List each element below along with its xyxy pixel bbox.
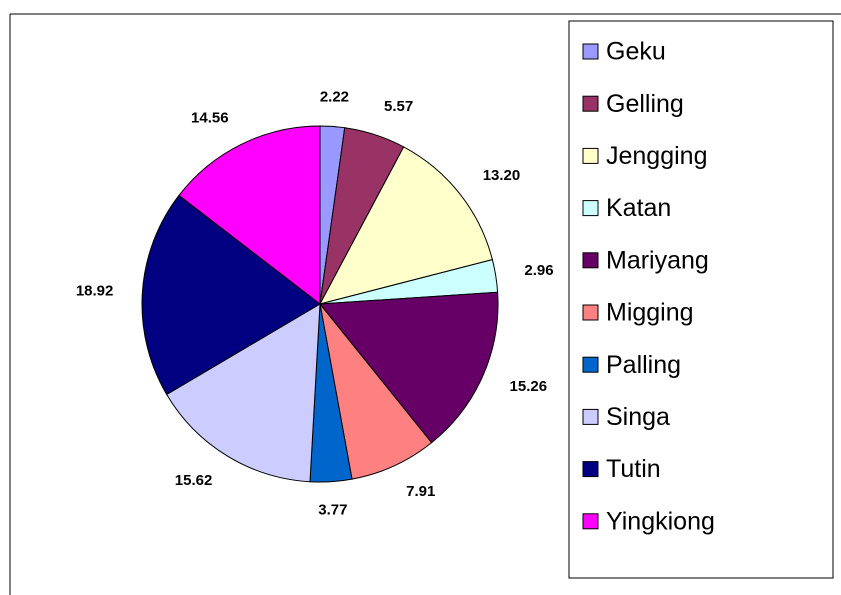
legend-label: Gelling xyxy=(606,90,684,118)
legend-label: Geku xyxy=(606,38,666,66)
data-label: 15.26 xyxy=(510,378,548,395)
pie-slice xyxy=(319,291,499,444)
legend-swatch xyxy=(582,95,599,112)
data-label: 2.96 xyxy=(524,262,553,279)
pie-slice xyxy=(319,146,493,305)
legend-swatch xyxy=(582,252,599,269)
legend-label: Tutin xyxy=(606,455,661,483)
legend-swatch xyxy=(582,200,599,217)
legend-label: Katan xyxy=(606,194,671,222)
data-label: 13.20 xyxy=(483,167,521,184)
data-label: 7.91 xyxy=(406,483,435,500)
legend-swatch xyxy=(582,43,599,60)
legend-box xyxy=(568,20,834,579)
pie-slice xyxy=(166,303,321,483)
legend-label: Yingkiong xyxy=(606,507,715,535)
data-label: 5.57 xyxy=(384,98,413,115)
legend-label: Palling xyxy=(606,351,681,379)
legend-label: Mariyang xyxy=(606,246,709,274)
data-label: 18.92 xyxy=(76,282,114,299)
data-label: 15.62 xyxy=(175,472,213,489)
data-label: 2.22 xyxy=(320,88,349,105)
legend-swatch xyxy=(582,147,599,164)
pie-slice xyxy=(141,194,321,396)
legend-swatch xyxy=(582,513,599,530)
legend-label: Jengging xyxy=(606,142,707,170)
legend-swatch xyxy=(582,461,599,478)
legend-swatch xyxy=(582,356,599,373)
legend-swatch xyxy=(582,408,599,425)
legend-label: Migging xyxy=(606,299,694,327)
data-label: 3.77 xyxy=(318,502,347,519)
data-label: 14.56 xyxy=(191,109,229,126)
pie-slice xyxy=(178,125,321,306)
legend-label: Singa xyxy=(606,403,670,431)
legend-swatch xyxy=(582,304,599,321)
